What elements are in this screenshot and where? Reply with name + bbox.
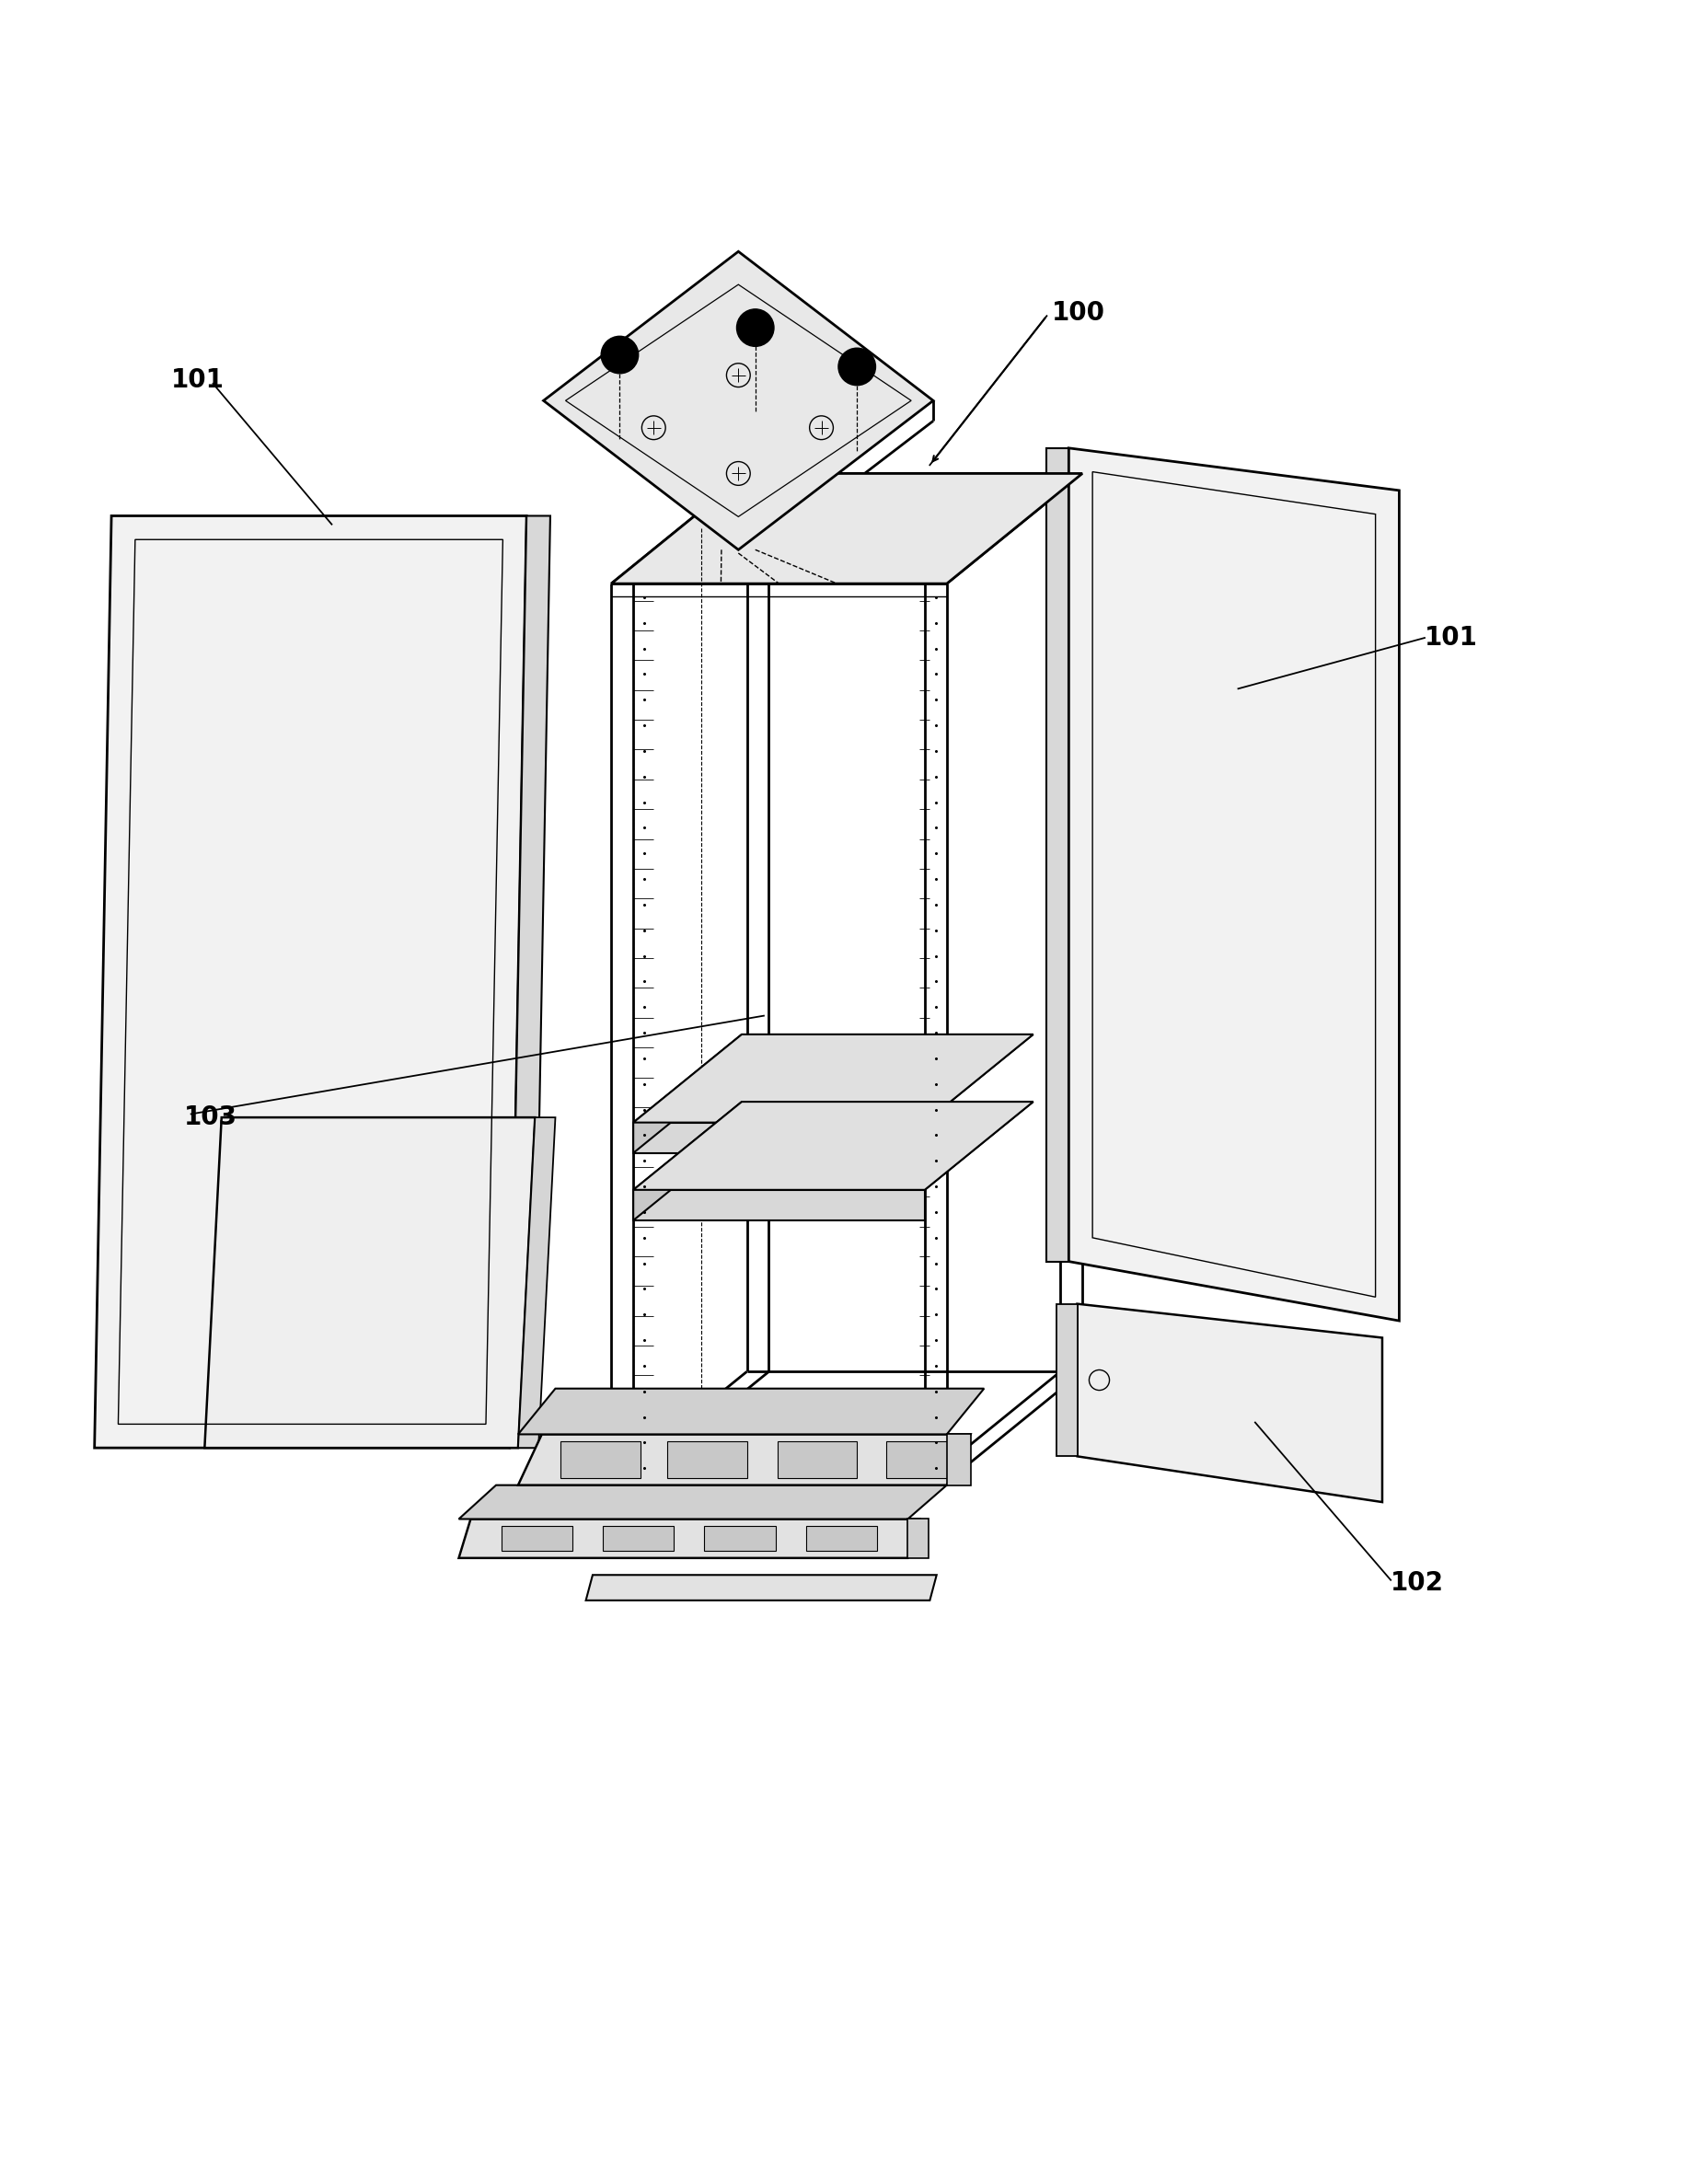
Polygon shape	[633, 1035, 742, 1153]
Polygon shape	[611, 474, 1083, 583]
Polygon shape	[1078, 1304, 1383, 1503]
Circle shape	[736, 310, 774, 347]
Polygon shape	[458, 1520, 920, 1557]
Polygon shape	[585, 1575, 937, 1601]
Polygon shape	[886, 1441, 966, 1479]
Polygon shape	[1047, 448, 1069, 1262]
Polygon shape	[518, 1118, 555, 1448]
Text: 101: 101	[1424, 625, 1478, 651]
Polygon shape	[1069, 448, 1400, 1321]
Polygon shape	[947, 1435, 971, 1485]
Polygon shape	[633, 1035, 1033, 1123]
Text: 101: 101	[171, 367, 224, 393]
Polygon shape	[633, 1190, 925, 1221]
Polygon shape	[543, 251, 933, 550]
Polygon shape	[633, 1123, 925, 1153]
Polygon shape	[560, 1441, 640, 1479]
Polygon shape	[908, 1520, 928, 1557]
Polygon shape	[205, 1118, 535, 1448]
Polygon shape	[458, 1485, 947, 1520]
Polygon shape	[667, 1441, 747, 1479]
Polygon shape	[509, 515, 550, 1448]
Polygon shape	[501, 1527, 572, 1551]
Polygon shape	[633, 1101, 1033, 1190]
Polygon shape	[806, 1527, 877, 1551]
Polygon shape	[518, 1435, 971, 1485]
Polygon shape	[777, 1441, 857, 1479]
Polygon shape	[518, 1389, 984, 1435]
Text: 100: 100	[1052, 299, 1105, 325]
Polygon shape	[1057, 1304, 1078, 1457]
Polygon shape	[633, 1101, 742, 1221]
Text: 102: 102	[1392, 1570, 1444, 1597]
Circle shape	[838, 347, 876, 384]
Text: 103: 103	[185, 1105, 238, 1131]
Polygon shape	[95, 515, 526, 1448]
Polygon shape	[602, 1527, 674, 1551]
Polygon shape	[704, 1527, 776, 1551]
Circle shape	[601, 336, 638, 373]
